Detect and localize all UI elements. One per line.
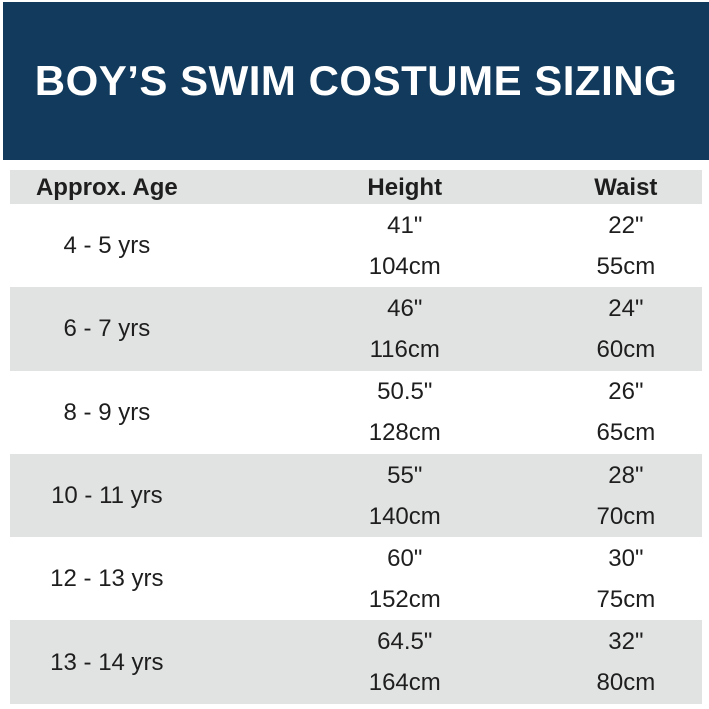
height-cm: 116cm xyxy=(369,335,440,363)
height-cm: 164cm xyxy=(368,669,441,697)
table-header-row: Approx. Age Height Waist xyxy=(10,170,702,204)
height-cell: 50.5" 128cm xyxy=(204,371,550,454)
height-cell: 64.5" 164cm xyxy=(204,620,550,703)
waist-cell: 32" 80cm xyxy=(550,620,702,703)
waist-inches: 32" xyxy=(608,628,644,656)
age-cell: 6 - 7 yrs xyxy=(63,315,151,343)
table-row: 6 - 7 yrs 46" 116cm 24" 60cm xyxy=(10,287,702,371)
height-cm: 152cm xyxy=(368,585,441,613)
height-inches: 60" xyxy=(387,544,423,572)
waist-cell: 24" 60cm xyxy=(550,287,702,370)
waist-inches: 24" xyxy=(608,294,644,322)
waist-inches: 22" xyxy=(608,211,644,239)
page-title: BOY’S SWIM COSTUME SIZING xyxy=(34,57,678,104)
height-cell: 60" 152cm xyxy=(204,537,550,620)
table-row: 4 - 5 yrs 41" 104cm 22" 55cm xyxy=(10,204,702,288)
waist-cm: 55cm xyxy=(596,252,656,280)
height-cm: 140cm xyxy=(368,502,441,530)
height-inches: 50.5" xyxy=(377,378,433,406)
column-header-height: Height xyxy=(367,173,443,201)
age-cell: 8 - 9 yrs xyxy=(63,398,151,426)
table-row: 10 - 11 yrs 55" 140cm 28" 70cm xyxy=(10,453,702,538)
height-cm: 128cm xyxy=(368,419,441,447)
height-inches: 64.5" xyxy=(377,628,433,656)
age-cell: 4 - 5 yrs xyxy=(63,232,151,260)
waist-cell: 26" 65cm xyxy=(550,371,702,454)
age-cell: 12 - 13 yrs xyxy=(50,565,164,593)
waist-cell: 28" 70cm xyxy=(550,454,702,537)
height-cm: 104cm xyxy=(368,252,441,280)
height-inches: 41" xyxy=(387,211,423,239)
height-inches: 46" xyxy=(387,294,423,322)
waist-cm: 75cm xyxy=(596,585,656,613)
age-cell: 10 - 11 yrs xyxy=(51,482,163,510)
waist-cm: 80cm xyxy=(596,669,656,697)
age-cell: 13 - 14 yrs xyxy=(50,648,164,676)
column-header-age: Approx. Age xyxy=(35,173,178,201)
height-inches: 55" xyxy=(387,461,423,489)
waist-inches: 28" xyxy=(608,461,644,489)
title-banner: BOY’S SWIM COSTUME SIZING xyxy=(3,2,709,160)
waist-cm: 65cm xyxy=(596,419,656,447)
waist-cm: 70cm xyxy=(596,502,656,530)
table-row: 12 - 13 yrs 60" 152cm 30" 75cm xyxy=(10,537,702,621)
sizing-table: Approx. Age Height Waist 4 - 5 yrs 41" 1… xyxy=(10,170,702,704)
waist-cm: 60cm xyxy=(596,335,656,363)
column-header-waist: Waist xyxy=(594,173,658,201)
waist-inches: 26" xyxy=(608,378,644,406)
table-row: 8 - 9 yrs 50.5" 128cm 26" 65cm xyxy=(10,370,702,454)
waist-inches: 30" xyxy=(608,544,644,572)
table-row: 13 - 14 yrs 64.5" 164cm 32" 80cm xyxy=(10,620,702,704)
waist-cell: 30" 75cm xyxy=(550,537,702,620)
height-cell: 55" 140cm xyxy=(204,454,550,537)
height-cell: 41" 104cm xyxy=(204,204,550,287)
waist-cell: 22" 55cm xyxy=(550,204,702,287)
height-cell: 46" 116cm xyxy=(204,287,550,370)
